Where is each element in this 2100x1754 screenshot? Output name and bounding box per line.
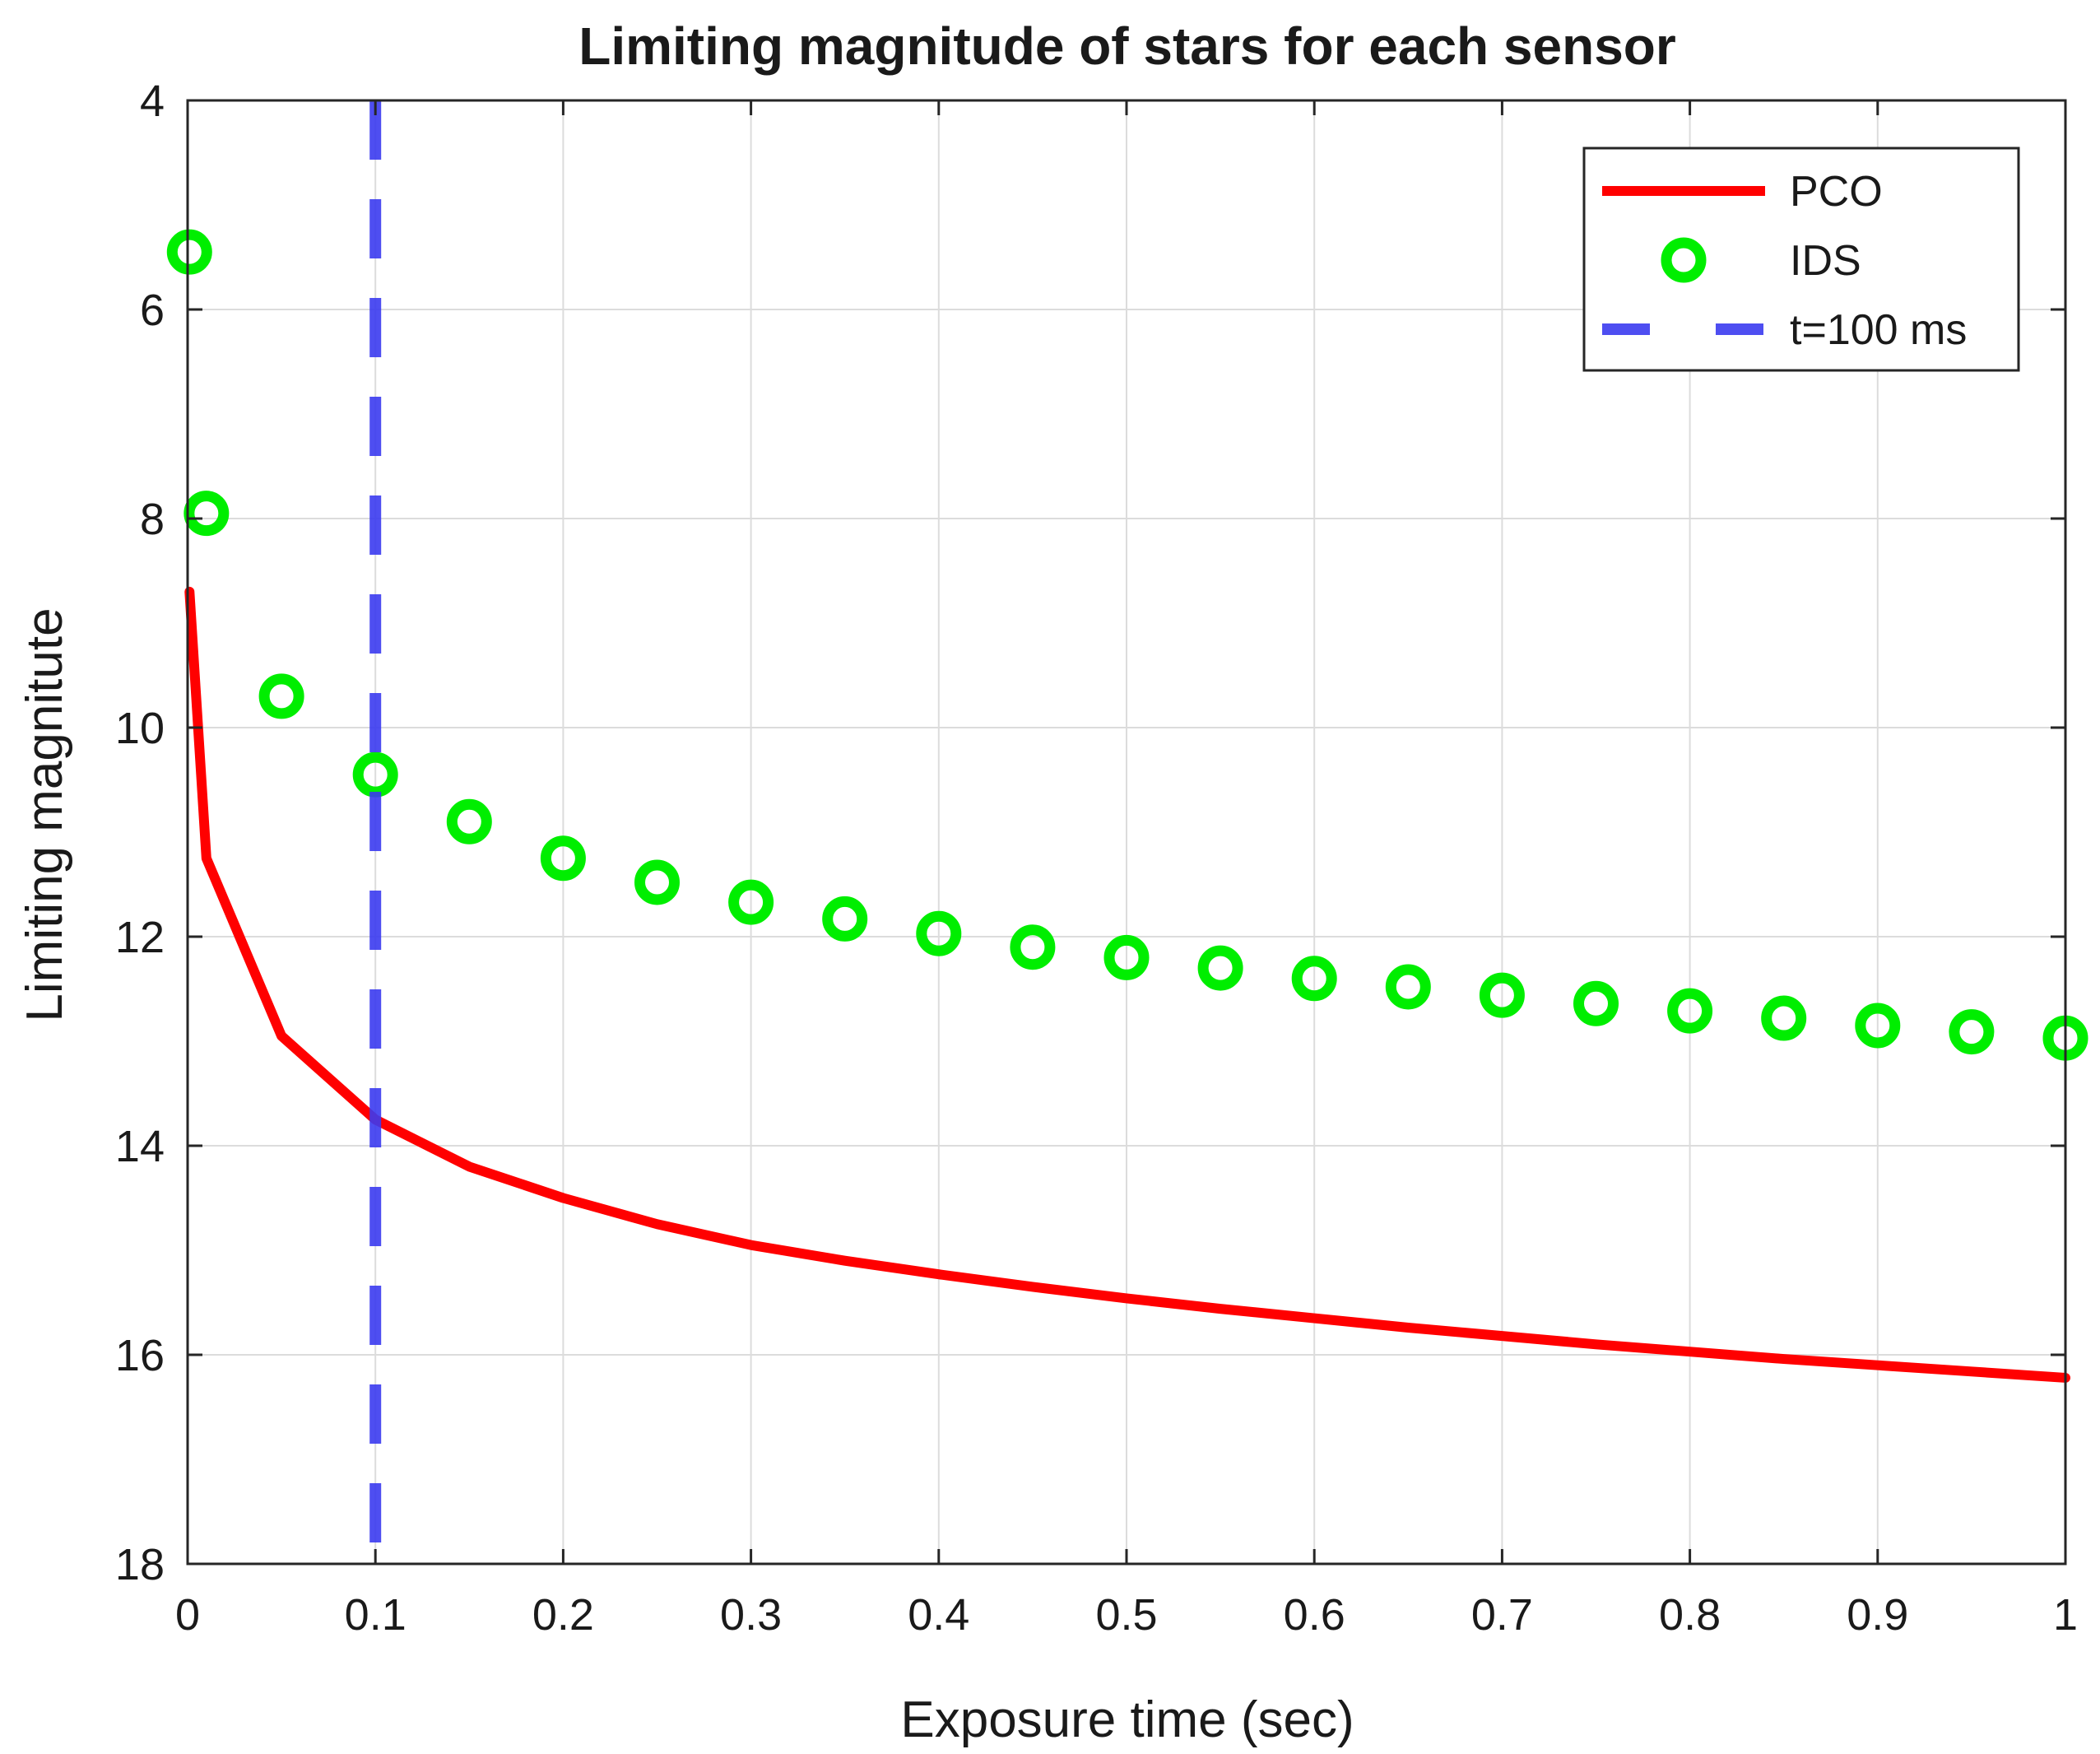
x-axis: 0 0.1 0.2 0.3 0.4 0.5 0.6 0.7 0.8 0.9 1 [175, 100, 2078, 1640]
x-tick-label: 0.6 [1284, 1590, 1345, 1640]
y-tick-label: 12 [115, 913, 165, 962]
series-ids-point [1010, 924, 1056, 970]
legend-swatch-marker [1661, 237, 1707, 283]
legend-label: t=100 ms [1790, 306, 1967, 354]
series-ids-point [1761, 995, 1807, 1041]
series-layer [166, 100, 2088, 1543]
series-ids-point [1385, 964, 1431, 1010]
series-ids-point [1573, 980, 1619, 1026]
y-tick-label: 8 [140, 495, 165, 544]
series-ids-point [634, 859, 680, 905]
series-pco-line [184, 586, 2070, 1383]
x-tick-label: 0.8 [1659, 1590, 1721, 1640]
series-ids-point [1479, 972, 1525, 1018]
x-tick-label: 0.3 [720, 1590, 782, 1640]
x-tick-label: 0.1 [345, 1590, 407, 1640]
series-ids-point [184, 491, 230, 537]
y-tick-label: 10 [115, 704, 165, 753]
x-axis-label: Exposure time (sec) [900, 1691, 1354, 1748]
series-ids-point [258, 673, 304, 719]
chart-title: Limiting magnitude of stars for each sen… [578, 16, 1676, 76]
series-ids-point [166, 229, 212, 275]
x-tick-label: 0.9 [1847, 1590, 1908, 1640]
series-ids-point [540, 835, 586, 882]
legend-box [1582, 147, 2020, 372]
series-ids-point [1855, 1003, 1901, 1049]
x-tick-label: 0.2 [532, 1590, 594, 1640]
y-tick-label: 16 [115, 1331, 165, 1380]
series-ids-point [1103, 934, 1150, 980]
x-tick-label: 0.7 [1471, 1590, 1533, 1640]
series-ids-point [1667, 988, 1713, 1034]
series-ids-point [822, 896, 868, 942]
legend-label: IDS [1790, 237, 1861, 285]
x-tick-label: 1 [2053, 1590, 2078, 1640]
y-tick-label: 14 [115, 1122, 165, 1171]
y-tick-label: 4 [140, 77, 165, 126]
x-tick-label: 0.4 [908, 1590, 969, 1640]
series-ids-point [1949, 1009, 1995, 1055]
x-tick-label: 0.5 [1095, 1590, 1157, 1640]
series-ids-point [1197, 945, 1243, 991]
series-ids-point [916, 910, 962, 956]
legend-label: PCO [1790, 168, 1883, 216]
x-tick-label: 0 [175, 1590, 200, 1640]
y-tick-label: 6 [140, 286, 165, 335]
y-axis: 4 6 8 10 12 14 16 18 [115, 77, 2065, 1589]
series-ids-point [728, 879, 774, 925]
series-ids-point [1291, 956, 1337, 1002]
y-tick-label: 18 [115, 1540, 165, 1589]
series-ids-point [446, 798, 492, 844]
y-axis-label: Limiting magnitute [16, 607, 73, 1021]
legend: PCO IDS t=100 ms [1582, 147, 2020, 372]
